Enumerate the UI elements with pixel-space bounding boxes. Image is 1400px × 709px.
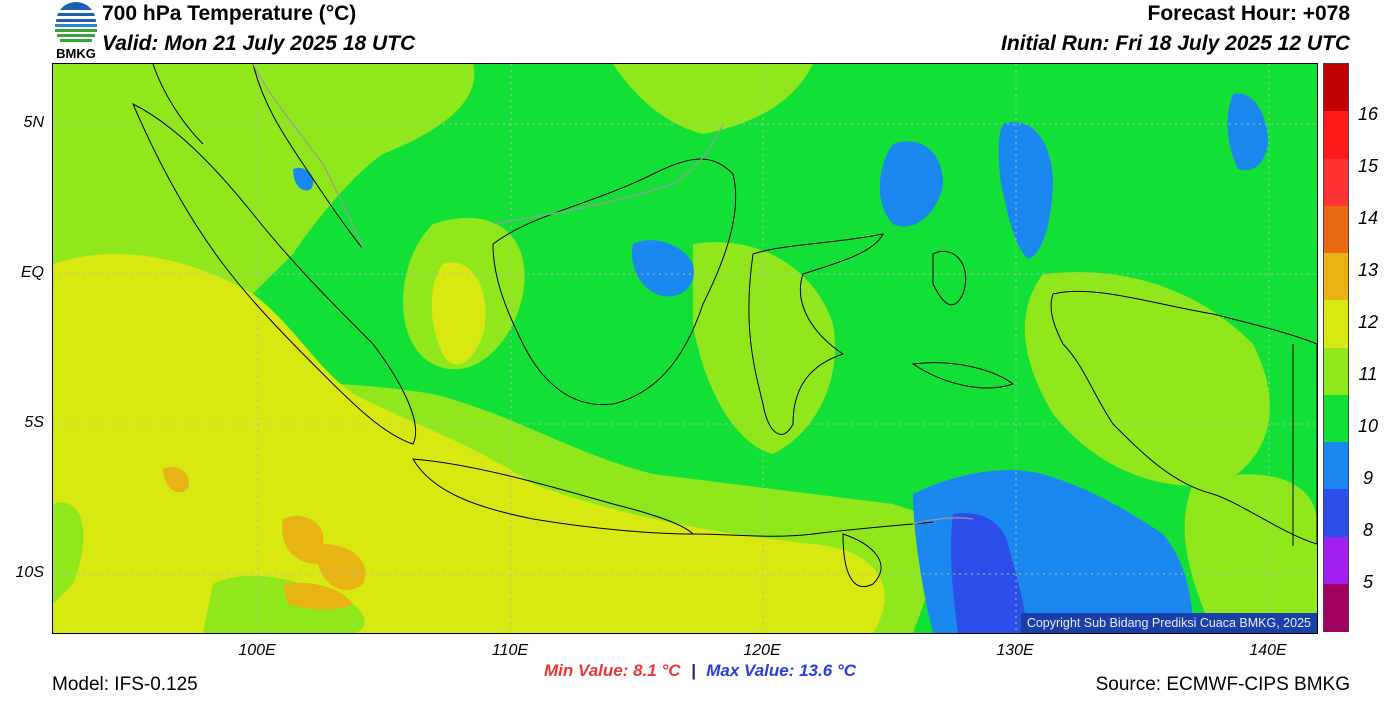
- copyright-notice: Copyright Sub Bidang Prediksi Cuaca BMKG…: [1020, 613, 1317, 633]
- colorbar-label-16: 16: [1357, 104, 1379, 124]
- colorbar-label-13: 13: [1357, 260, 1379, 280]
- lat-label-5n: 5N: [23, 114, 44, 131]
- colorbar-segment: [1324, 536, 1348, 585]
- lat-label-eq: EQ: [20, 264, 44, 281]
- colorbar-label-9: 9: [1362, 468, 1373, 488]
- colorbar-label-15: 15: [1357, 156, 1379, 176]
- colorbar-label-8: 8: [1362, 520, 1373, 540]
- model-name: Model: IFS-0.125: [52, 674, 198, 695]
- stats-line: Min Value: 8.1 °C | Max Value: 13.6 °C: [0, 661, 1400, 681]
- temperature-map: Copyright Sub Bidang Prediksi Cuaca BMKG…: [52, 63, 1318, 634]
- colorbar-segment: [1324, 253, 1348, 301]
- bmkg-logo: BMKG: [52, 2, 100, 61]
- colorbar-label-12: 12: [1357, 312, 1379, 332]
- colorbar-segment: [1324, 111, 1348, 159]
- data-source: Source: ECMWF-CIPS BMKG: [1095, 674, 1350, 695]
- map-title: 700 hPa Temperature (°C): [102, 2, 357, 25]
- lon-label-120e: 120E: [743, 642, 781, 659]
- max-value: Max Value: 13.6 °C: [706, 661, 856, 680]
- temperature-field: [53, 64, 1317, 633]
- coastlines: [132, 64, 1317, 587]
- colorbar: [1323, 63, 1349, 632]
- colorbar-segment: [1324, 158, 1348, 207]
- colorbar-segment: [1324, 205, 1348, 254]
- lat-label-5s: 5S: [24, 414, 44, 431]
- forecast-hour: Forecast Hour: +078: [1147, 2, 1351, 25]
- lon-label-130e: 130E: [996, 642, 1034, 659]
- colorbar-label-11: 11: [1358, 364, 1378, 384]
- logo-text: BMKG: [56, 46, 96, 61]
- colorbar-segment: [1324, 300, 1348, 348]
- colorbar-segment: [1324, 583, 1348, 632]
- lon-label-110e: 110E: [491, 642, 529, 659]
- lat-label-10s: 10S: [15, 564, 44, 581]
- colorbar-label-10: 10: [1357, 416, 1379, 436]
- colorbar-segment: [1324, 394, 1348, 443]
- lon-label-100e: 100E: [238, 642, 276, 659]
- stats-separator: |: [690, 661, 696, 680]
- colorbar-segment: [1324, 347, 1348, 396]
- bmkg-logo-icon: [55, 2, 97, 42]
- colorbar-segment: [1324, 442, 1348, 490]
- lon-label-140e: 140E: [1249, 642, 1287, 659]
- min-value: Min Value: 8.1 °C: [544, 661, 681, 680]
- valid-time: Valid: Mon 21 July 2025 18 UTC: [102, 32, 416, 55]
- colorbar-segment: [1324, 489, 1348, 537]
- colorbar-label-5: 5: [1362, 572, 1373, 592]
- colorbar-label-14: 14: [1357, 208, 1379, 228]
- colorbar-segment: [1324, 64, 1348, 112]
- initial-run: Initial Run: Fri 18 July 2025 12 UTC: [1001, 32, 1350, 55]
